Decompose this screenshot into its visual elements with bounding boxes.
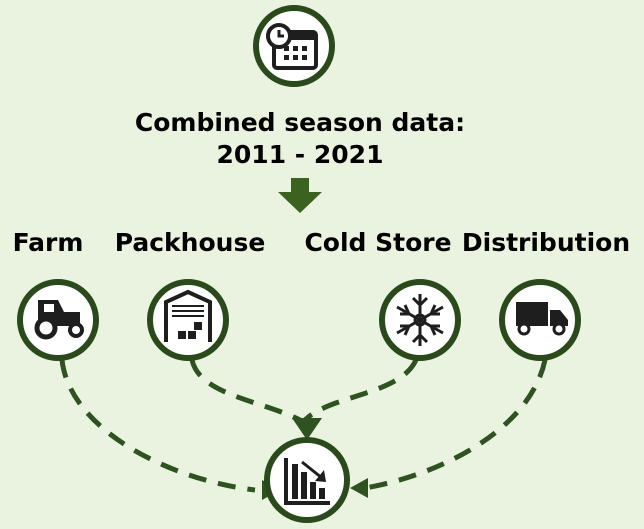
calendar-icon [266,23,318,70]
snowflake-icon [396,294,444,346]
header-line: 2011 - 2021 [217,140,384,169]
node-label: Distribution [462,228,630,257]
connector [189,359,302,423]
node-label: Farm [13,228,84,257]
header-line: Combined season data: [135,108,465,137]
connector [303,358,419,422]
truck-icon [516,302,568,336]
arrowhead [292,418,322,440]
arrowhead [350,478,368,498]
node-label: Cold Store [304,228,451,257]
tractor-icon [34,300,84,340]
chart-icon [284,458,330,505]
node-label: Packhouse [115,228,266,257]
connector [59,359,256,493]
down-arrow [278,178,322,213]
warehouse-icon [164,289,212,342]
